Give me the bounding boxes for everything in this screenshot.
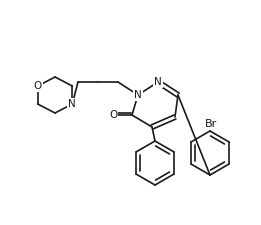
Text: N: N [154, 77, 162, 87]
Text: O: O [109, 110, 117, 120]
Text: Br: Br [205, 119, 217, 129]
Text: O: O [34, 81, 42, 91]
Text: N: N [134, 90, 142, 100]
Text: N: N [68, 99, 76, 109]
